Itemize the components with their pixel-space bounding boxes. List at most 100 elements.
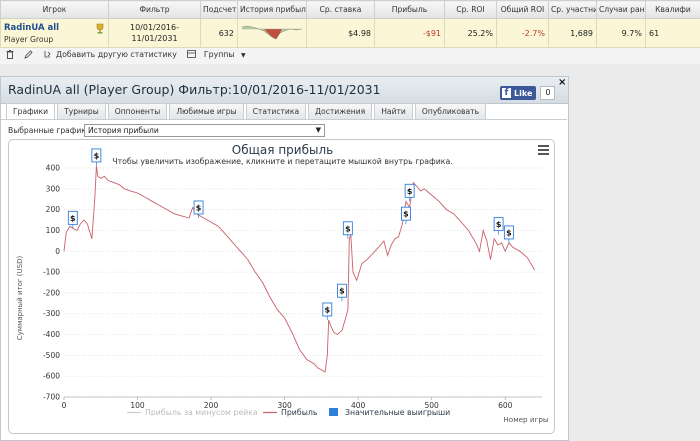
stats-table-area: Игрок Фильтр Подсчет История прибыли Ср.…	[0, 0, 700, 64]
player-group-label: Player Group	[4, 34, 54, 44]
legend-label: Прибыль	[281, 408, 318, 417]
dollar-icon: $	[70, 214, 76, 223]
y-tick-label: -600	[43, 372, 60, 381]
chart-select-dropdown[interactable]: История прибыли ▼	[84, 124, 325, 137]
big-win-flag	[503, 225, 514, 240]
y-tick-label: 100	[46, 226, 61, 235]
legend-box-swatch	[329, 408, 338, 416]
col-header-qualifying[interactable]: Квалифи	[645, 0, 700, 19]
table-header-row: Игрок Фильтр Подсчет История прибыли Ср.…	[0, 0, 700, 19]
qualifying-cell: 61	[645, 18, 700, 48]
profit-cell: -$91	[374, 18, 445, 48]
tab-opponents[interactable]: Оппоненты	[107, 103, 168, 119]
y-tick-label: -500	[43, 351, 60, 360]
big-win-marker: $	[67, 210, 78, 229]
chart-select-value: История прибыли	[88, 126, 159, 135]
add-stat-link[interactable]: Добавить другую статистику	[56, 49, 177, 59]
facebook-like-button[interactable]: f Like	[500, 86, 537, 100]
col-header-player[interactable]: Игрок	[0, 0, 109, 19]
x-tick-label: 100	[130, 401, 145, 410]
player-cell: RadinUA all Player Group	[0, 18, 109, 48]
trash-icon[interactable]	[6, 49, 14, 59]
tab-publish[interactable]: Опубликовать	[414, 103, 487, 119]
y-tick-label: -200	[43, 288, 60, 297]
legend-label: Прибыль за минусом рейка	[145, 408, 258, 417]
x-tick-label: 200	[204, 401, 219, 410]
player-name-link[interactable]: RadinUA all	[4, 22, 60, 33]
table-toolbar: Добавить другую статистику Группы ▼	[0, 44, 700, 64]
early-cases-cell: 9.7%	[596, 18, 646, 48]
chart-legend: Прибыль за минусом рейка Прибыль Значитель…	[127, 408, 450, 417]
x-tick-label: 400	[351, 401, 366, 410]
legend-label: Значительные выигрыши	[345, 408, 450, 417]
col-header-profit[interactable]: Прибыль	[374, 0, 445, 19]
big-win-marker: $	[322, 302, 333, 320]
tab-tournaments[interactable]: Турниры	[57, 103, 106, 119]
big-win-marker: $	[337, 283, 347, 302]
y-tick-label: -300	[43, 309, 60, 318]
chart-menu-icon[interactable]	[538, 145, 549, 157]
y-tick-label: 400	[46, 164, 61, 173]
groups-label: Группы	[203, 49, 235, 59]
facebook-icon: f	[502, 88, 511, 98]
big-win-flag	[342, 221, 353, 236]
col-header-total-roi[interactable]: Общий ROI	[496, 0, 549, 19]
dollar-icon: $	[324, 305, 330, 314]
dollar-icon: $	[345, 224, 351, 233]
dollar-icon: $	[403, 210, 409, 219]
big-win-marker: $	[193, 200, 204, 218]
facebook-like-count: 0	[540, 86, 556, 100]
tab-achievements[interactable]: Достижения	[308, 103, 373, 119]
facebook-like-label: Like	[514, 88, 533, 98]
big-win-flag	[91, 148, 102, 163]
dollar-icon: $	[339, 287, 345, 296]
legend-item[interactable]: Значительные выигрыши	[329, 408, 450, 417]
col-header-avg-stake[interactable]: Ср. ставка	[306, 0, 375, 19]
big-win-flag	[337, 283, 347, 298]
groups-dropdown[interactable]: Группы ▼	[200, 50, 246, 59]
dollar-icon: $	[94, 151, 100, 160]
big-win-flag	[193, 200, 204, 215]
x-tick-label: 0	[62, 401, 67, 410]
col-header-profit-history[interactable]: История прибыли	[237, 0, 307, 19]
dollar-icon: $	[496, 220, 502, 229]
y-tick-label: 300	[46, 184, 61, 193]
col-header-avg-roi[interactable]: Ср. ROI	[444, 0, 497, 19]
col-header-filter[interactable]: Фильтр	[108, 0, 201, 19]
dollar-icon: $	[506, 228, 512, 237]
groups-icon	[186, 50, 196, 58]
y-tick-label: -100	[43, 268, 60, 277]
avg-roi-cell: 25.2%	[444, 18, 497, 48]
big-win-flag	[322, 302, 333, 317]
tab-find[interactable]: Найти	[374, 103, 413, 119]
tab-statistics[interactable]: Статистика	[245, 103, 307, 119]
filter-date-start: 10/01/2016-	[130, 23, 179, 32]
chart-container[interactable]: Общая прибыль Чтобы увеличить изображени…	[8, 139, 555, 434]
stats-table: Игрок Фильтр Подсчет История прибыли Ср.…	[0, 0, 700, 48]
big-win-flag	[404, 183, 415, 198]
avg-stake-cell: $4.98	[306, 18, 375, 48]
col-header-avg-entrants[interactable]: Ср. участни	[548, 0, 597, 19]
y-tick-label: -700	[43, 393, 60, 402]
big-win-marker: $	[342, 221, 353, 239]
chart-title: Общая прибыль	[231, 143, 334, 157]
tab-charts[interactable]: Графики	[6, 103, 56, 120]
tab-favorite-games[interactable]: Любимые игры	[169, 103, 244, 119]
big-win-marker: $	[493, 217, 504, 235]
facebook-like-widget: f Like 0	[500, 86, 556, 100]
close-icon[interactable]: ×	[558, 77, 567, 88]
col-header-early-cases[interactable]: Случаи ран	[596, 0, 646, 19]
table-row[interactable]: RadinUA all Player Group 10/01/2016- 11/…	[0, 18, 700, 48]
chart-subtitle: Чтобы увеличить изображение, кликните и …	[112, 157, 453, 166]
big-win-flag	[401, 206, 411, 221]
legend-item[interactable]: Прибыль за минусом рейка	[127, 408, 258, 417]
col-header-count[interactable]: Подсчет	[200, 0, 238, 19]
trophy-icon	[96, 23, 104, 34]
profit-chart[interactable]: Суммарный итог (USD) Номер игры Прибыль …	[9, 140, 556, 435]
y-tick-label: -400	[43, 330, 60, 339]
x-tick-label: 600	[498, 401, 513, 410]
legend-item[interactable]: Прибыль	[263, 408, 318, 417]
big-win-marker: $	[401, 206, 411, 225]
tab-divider	[1, 119, 567, 120]
edit-pencil-icon[interactable]	[24, 49, 33, 59]
